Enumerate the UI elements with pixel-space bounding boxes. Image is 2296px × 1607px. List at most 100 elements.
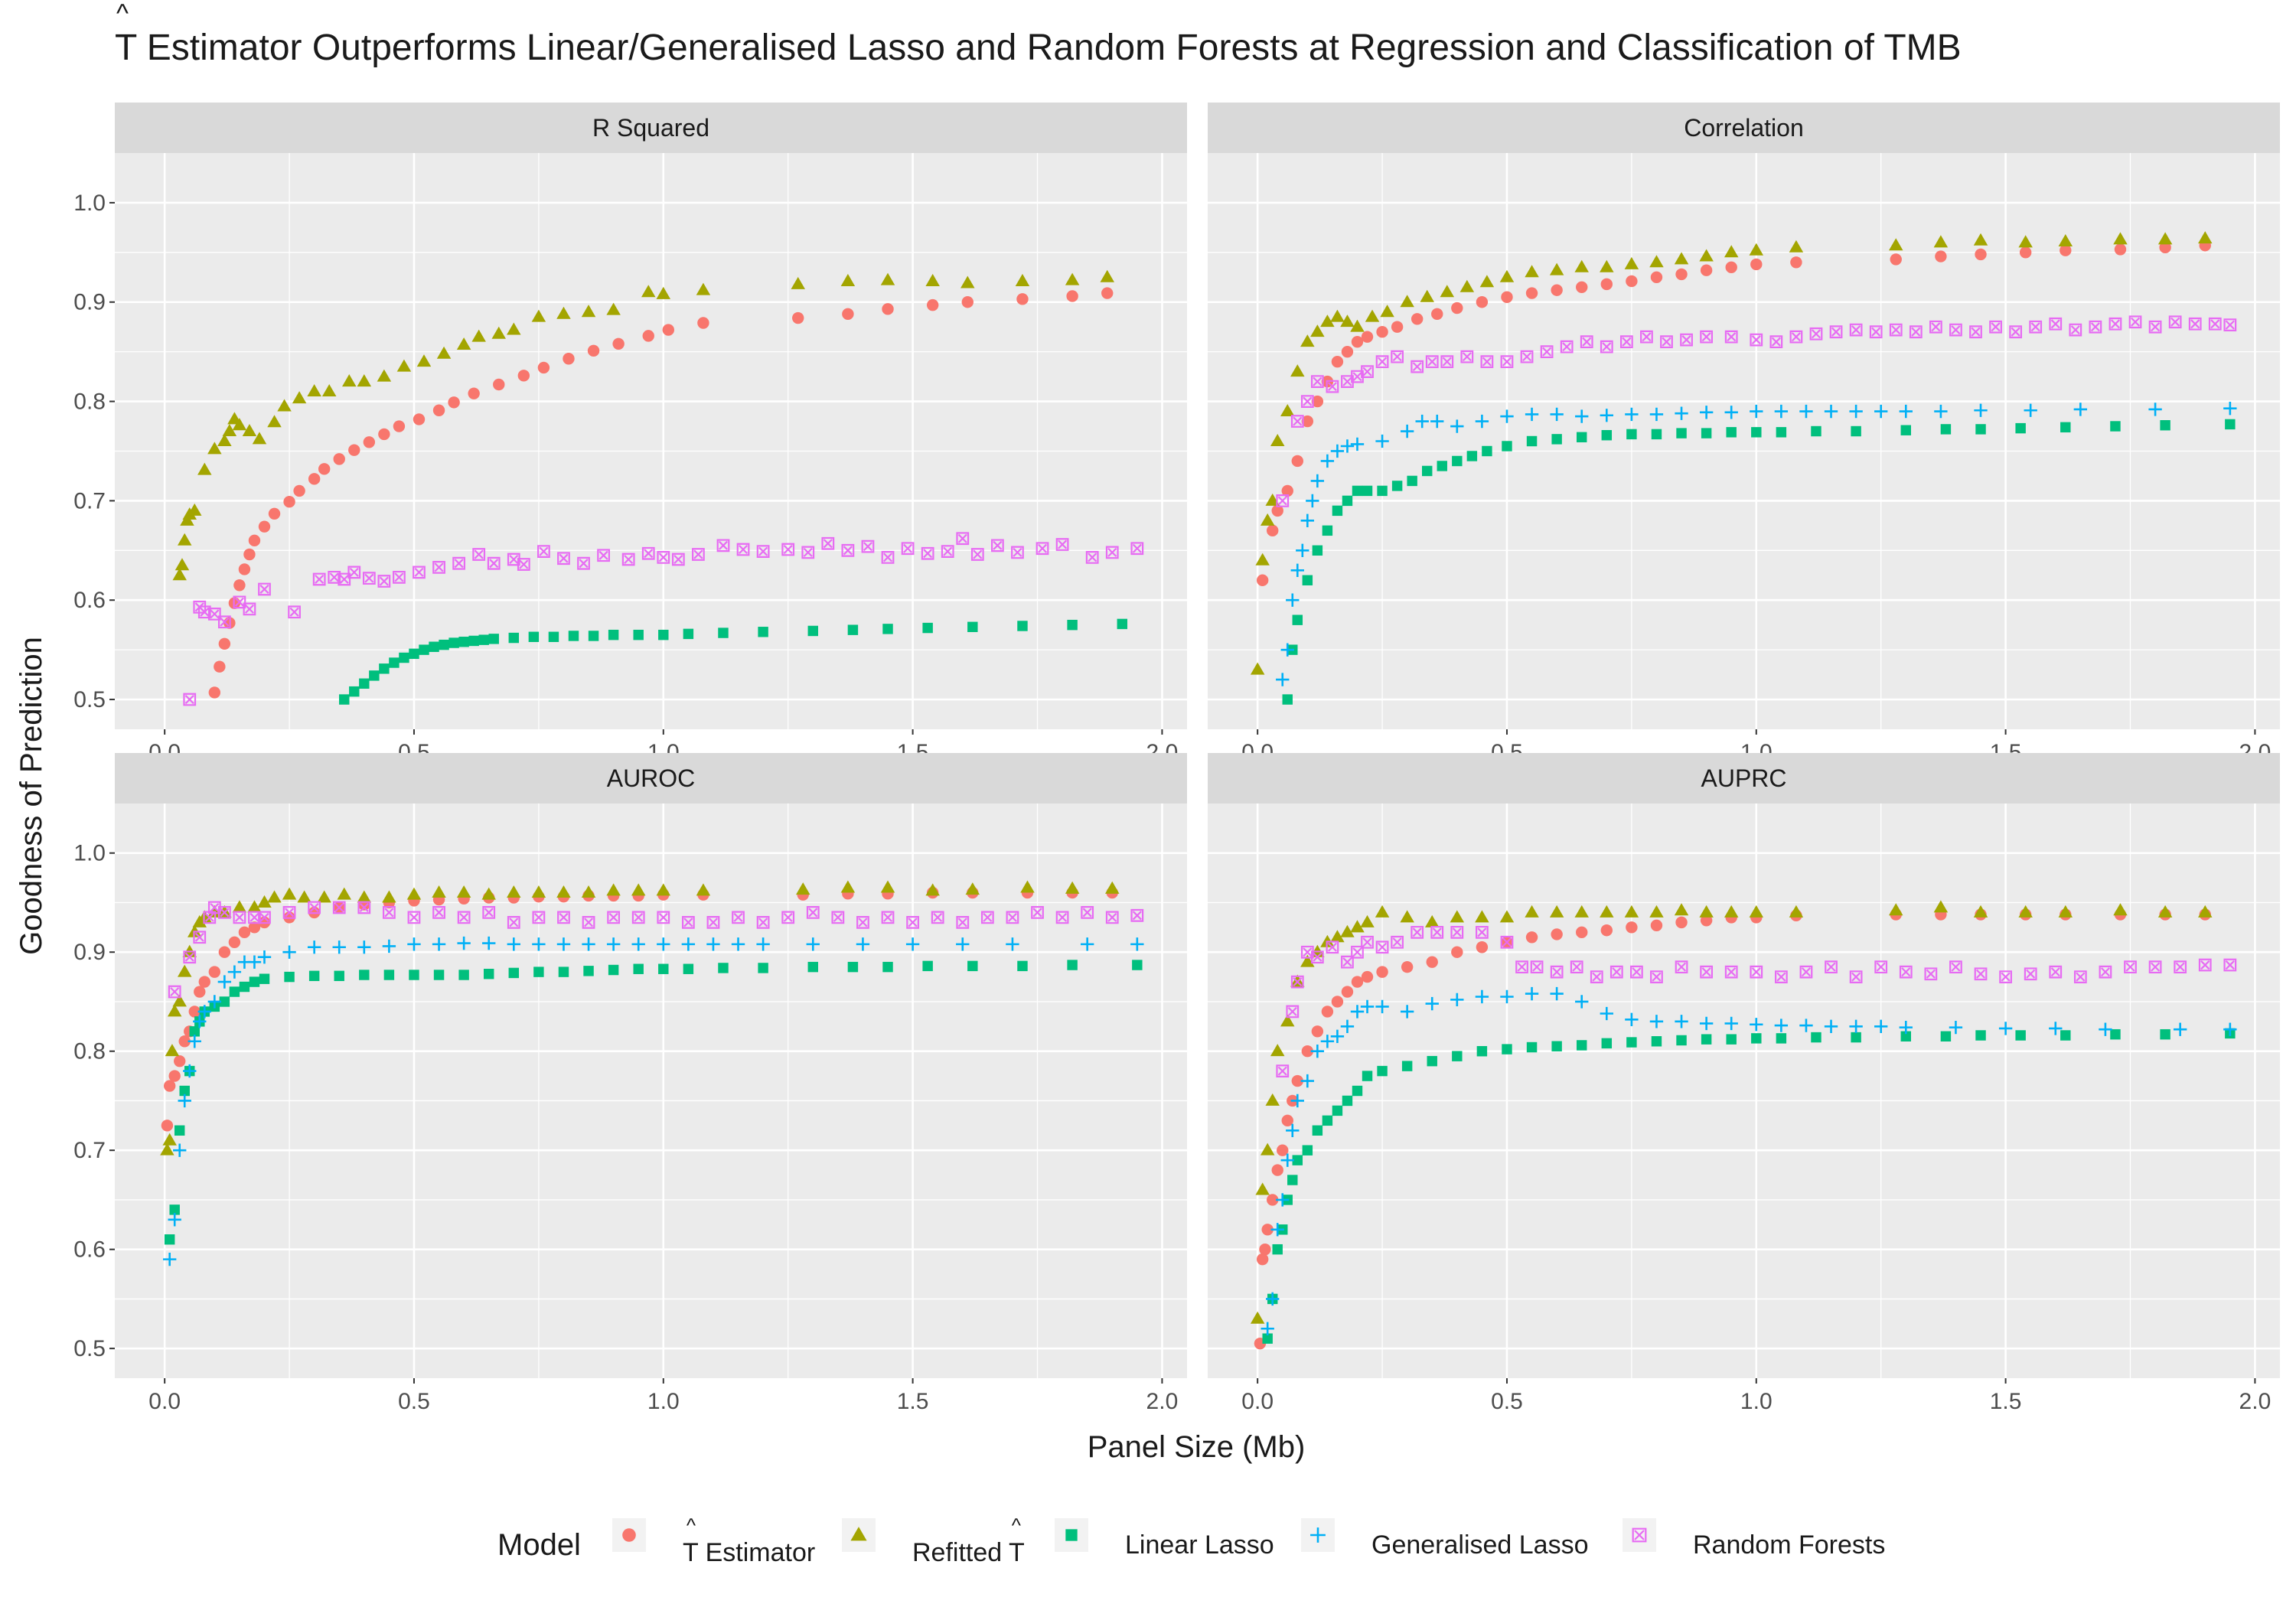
data-point: [229, 986, 240, 997]
data-point: [507, 937, 520, 951]
data-point: [1340, 315, 1355, 328]
data-point: [856, 916, 869, 929]
data-point: [228, 936, 241, 948]
data-point: [1311, 1025, 1324, 1038]
data-point: [556, 306, 571, 319]
data-point: [1020, 880, 1035, 893]
data-point: [1889, 903, 1903, 916]
data-point: [383, 970, 395, 980]
data-point: [168, 985, 181, 999]
data-point: [257, 895, 272, 908]
data-point: [1350, 319, 1365, 332]
data-point: [399, 652, 409, 663]
data-point: [621, 553, 635, 566]
data-point: [2049, 1022, 2063, 1035]
data-point: [2225, 419, 2236, 430]
data-point: [2089, 320, 2102, 334]
data-point: [342, 374, 357, 387]
data-point: [160, 1143, 174, 1156]
data-point: [2049, 317, 2063, 331]
data-point: [642, 330, 654, 342]
data-series: [1250, 231, 2213, 675]
data-point: [581, 885, 596, 898]
data-point: [207, 608, 221, 621]
data-point: [359, 970, 370, 980]
data-point: [247, 900, 262, 913]
data-point: [606, 937, 621, 951]
data-point: [337, 887, 351, 900]
data-point: [1600, 340, 1613, 354]
data-series: [1276, 315, 2237, 507]
data-point: [2208, 317, 2222, 331]
data-point: [1437, 461, 1447, 471]
data-point: [1290, 1094, 1304, 1108]
data-point: [1450, 925, 1464, 939]
data-point: [1281, 1114, 1293, 1127]
data-point: [967, 960, 978, 972]
data-point: [1560, 340, 1574, 354]
data-point: [1479, 275, 1495, 288]
data-point: [1281, 484, 1293, 497]
data-point: [357, 890, 372, 903]
data-point: [1476, 1045, 1488, 1057]
data-point: [692, 548, 705, 561]
data-point: [1851, 425, 1861, 437]
data-point: [1276, 1193, 1290, 1207]
data-point: [1480, 355, 1494, 369]
data-point: [1105, 881, 1120, 894]
data-point: [2110, 1028, 2121, 1040]
data-point: [177, 964, 192, 977]
data-point: [1675, 916, 1688, 929]
data-point: [1427, 1055, 1437, 1067]
data-point: [706, 916, 720, 929]
data-point: [2099, 1022, 2112, 1036]
data-point: [1774, 404, 1789, 419]
data-point: [1726, 427, 1737, 438]
data-point: [1320, 1035, 1335, 1048]
data-point: [432, 561, 445, 574]
data-point: [1650, 271, 1663, 283]
data-point: [282, 906, 296, 919]
data-point: [1924, 967, 1938, 981]
data-series: [1276, 925, 2237, 1077]
data-series: [208, 287, 1114, 699]
data-point: [606, 302, 621, 315]
data-point: [1526, 435, 1538, 447]
data-point: [243, 548, 256, 561]
data-point: [1999, 970, 2012, 983]
data-point: [1751, 427, 1762, 438]
data-point: [1400, 424, 1414, 438]
data-point: [1411, 925, 1424, 939]
data-series: [164, 960, 1143, 1245]
data-point: [1525, 931, 1538, 944]
data-point: [1250, 662, 1265, 675]
data-point: [189, 1026, 200, 1037]
data-point: [612, 337, 625, 350]
data-point: [1260, 513, 1275, 526]
data-point: [608, 629, 619, 641]
data-point: [1551, 434, 1562, 445]
data-point: [1440, 355, 1454, 369]
data-point: [1889, 323, 1903, 337]
data-point: [1676, 428, 1687, 438]
x-tick-label: 1.0: [1740, 1389, 1773, 1414]
data-point: [2019, 246, 2032, 259]
data-point: [960, 275, 975, 288]
data-point: [1400, 910, 1414, 923]
data-point: [1067, 960, 1078, 970]
data-point: [840, 273, 856, 286]
data-point: [207, 442, 222, 455]
data-point: [471, 329, 486, 342]
data-point: [409, 648, 419, 660]
data-point: [2114, 243, 2127, 256]
data-point: [681, 916, 695, 929]
data-point: [1312, 545, 1323, 556]
data-point: [1724, 905, 1739, 918]
data-point: [259, 973, 270, 984]
data-point: [1651, 429, 1662, 440]
data-series: [1261, 986, 2237, 1335]
data-series: [160, 880, 1120, 1156]
data-point: [1080, 937, 1094, 951]
data-point: [2159, 241, 2171, 254]
